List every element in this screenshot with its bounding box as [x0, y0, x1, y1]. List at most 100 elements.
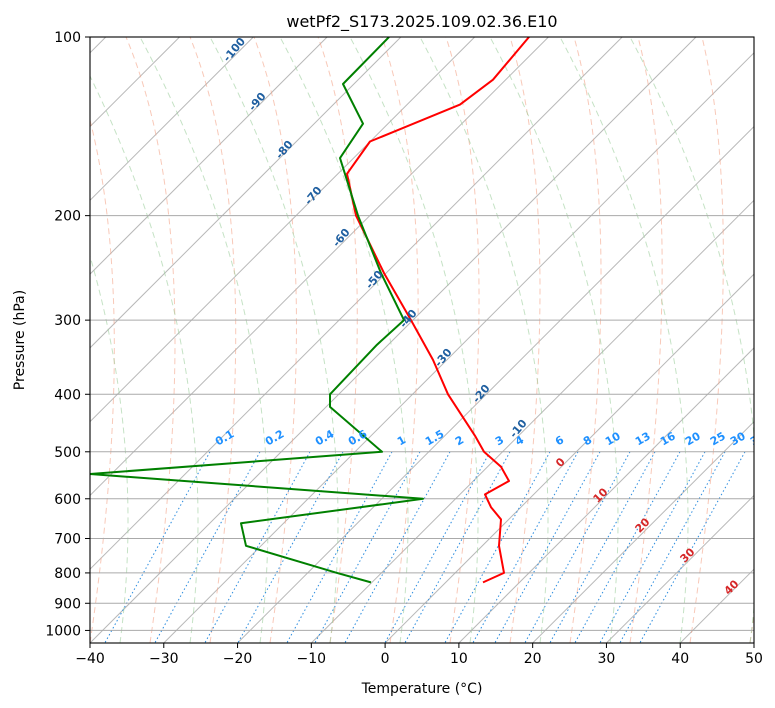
mixing-ratio-line [314, 451, 421, 643]
x-tick-label: 0 [381, 651, 390, 667]
mixing-ratio-label: 13 [633, 429, 653, 448]
moist-adiabat-label: 10 [591, 485, 611, 505]
isotherm-line [90, 37, 549, 497]
mixing-ratio-line [344, 451, 451, 643]
dry-adiabat-line [90, 118, 115, 643]
isotherm-line [163, 52, 754, 643]
moist-adiabat-line [489, 37, 619, 643]
moist-adiabat-line [559, 37, 689, 643]
moist-adiabat-label: 30 [678, 545, 698, 565]
x-tick-label: 40 [671, 651, 689, 667]
plot-area: 0.1 0.2 0.4 0.6 1 1.5 2 3 4 6 8 10 13 16 20 25 30 36-100-… [90, 37, 768, 643]
y-tick-label: 100 [54, 30, 81, 46]
chart-title: wetPf2_S173.2025.109.02.36.E10 [286, 12, 557, 32]
dry-adiabat-label: -10 [507, 417, 530, 441]
mixing-ratio-label: 1 [395, 433, 408, 448]
x-tick-label: 50 [745, 651, 763, 667]
dry-adiabat-label: -40 [397, 307, 420, 331]
isotherm-line [310, 199, 754, 643]
y-tick-label: 400 [54, 387, 81, 403]
x-tick-label: −30 [149, 651, 179, 667]
x-tick-label: −20 [223, 651, 253, 667]
mixing-ratio-label: 0.6 [346, 427, 370, 448]
x-tick-label: 10 [450, 651, 468, 667]
isotherm-line [384, 273, 754, 643]
dry-adiabat-line [569, 37, 602, 643]
mixing-ratio-label: 0.2 [263, 427, 286, 448]
isotherm-line [532, 420, 754, 643]
mixing-ratio-line [472, 451, 579, 643]
mixing-ratio-line [384, 451, 491, 643]
y-tick-label: 500 [54, 445, 81, 461]
dry-adiabat-line [629, 37, 663, 643]
plot-frame [89, 36, 755, 644]
moist-adiabat-line [349, 37, 479, 643]
y-axis: 100 200 300 400 500 600 700 800 900 1000 [45, 30, 90, 639]
mixing-ratio-line [494, 451, 601, 643]
y-tick-label: 900 [54, 596, 81, 612]
x-axis-title: Temperature (°C) [361, 681, 483, 697]
mixing-ratio-label: 20 [683, 429, 703, 448]
x-tick-label: −40 [75, 651, 105, 667]
isotherm-line [606, 494, 754, 643]
x-tick-label: 30 [598, 651, 616, 667]
dry-adiabat-line [317, 37, 358, 643]
isotherm-line [90, 37, 476, 423]
x-tick-label: −10 [297, 651, 327, 667]
dewpoint-profile-line [90, 37, 424, 584]
y-axis-title: Pressure (hPa) [12, 290, 28, 390]
moist-adiabat-line [90, 75, 199, 643]
dry-adiabat-line [189, 37, 237, 643]
mixing-ratio-label: 3 [493, 433, 506, 448]
background-lines [90, 37, 754, 643]
y-tick-label: 800 [54, 566, 81, 582]
mixing-ratio-line [204, 451, 311, 643]
mixing-ratio-line [574, 451, 681, 643]
mixing-ratio-label: 25 [708, 429, 728, 448]
mixing-ratio-label: 1.5 [423, 427, 446, 448]
dry-adiabat-line [509, 37, 541, 643]
mixing-ratio-label: 30 [728, 429, 748, 448]
isotherm-line [90, 37, 328, 275]
mixing-ratio-label: 36 [748, 429, 768, 448]
mixing-ratio-line [619, 451, 726, 643]
moist-adiabat-label: 40 [722, 577, 742, 597]
profiles [90, 37, 530, 584]
isotherm-line [90, 37, 254, 202]
mixing-ratio-line [444, 451, 551, 643]
y-tick-label: 1000 [45, 623, 81, 639]
mixing-ratio-line [549, 451, 656, 643]
dry-adiabat-label: -70 [302, 184, 325, 208]
y-tick-label: 700 [54, 532, 81, 548]
mixing-ratio-line [404, 451, 511, 643]
moist-adiabat-line [139, 37, 269, 643]
mixing-ratio-line [237, 451, 344, 643]
temperature-profile-line [346, 37, 530, 584]
mixing-ratio-line [524, 451, 631, 643]
grid-lines [90, 37, 754, 631]
mixing-ratio-label: 10 [603, 429, 623, 448]
mixing-ratio-label: 2 [453, 433, 466, 448]
mixing-ratio-line [639, 451, 746, 643]
x-axis: −40 −30 −20 −10 0 10 20 30 40 50 [75, 643, 763, 667]
mixing-ratio-line [104, 451, 211, 643]
moist-adiabat-line [279, 37, 409, 643]
moist-adiabat-line [419, 37, 549, 643]
isotherm-line [90, 37, 697, 643]
moist-adiabat-line [209, 37, 339, 643]
dry-adiabat-label: -20 [470, 382, 493, 406]
isotherm-line [237, 125, 754, 643]
dry-adiabat-line [445, 37, 480, 643]
mixing-ratio-line [154, 451, 261, 643]
mixing-ratio-line [599, 451, 706, 643]
y-tick-label: 200 [54, 209, 81, 225]
dry-adiabat-label: -90 [246, 90, 269, 114]
moist-adiabat-line [629, 37, 754, 643]
isotherm-line [753, 642, 754, 643]
y-tick-label: 600 [54, 492, 81, 508]
dry-adiabat-line [689, 37, 724, 643]
mixing-ratio-label: 6 [553, 433, 566, 448]
x-tick-label: 20 [524, 651, 542, 667]
isotherm-line [90, 37, 402, 349]
